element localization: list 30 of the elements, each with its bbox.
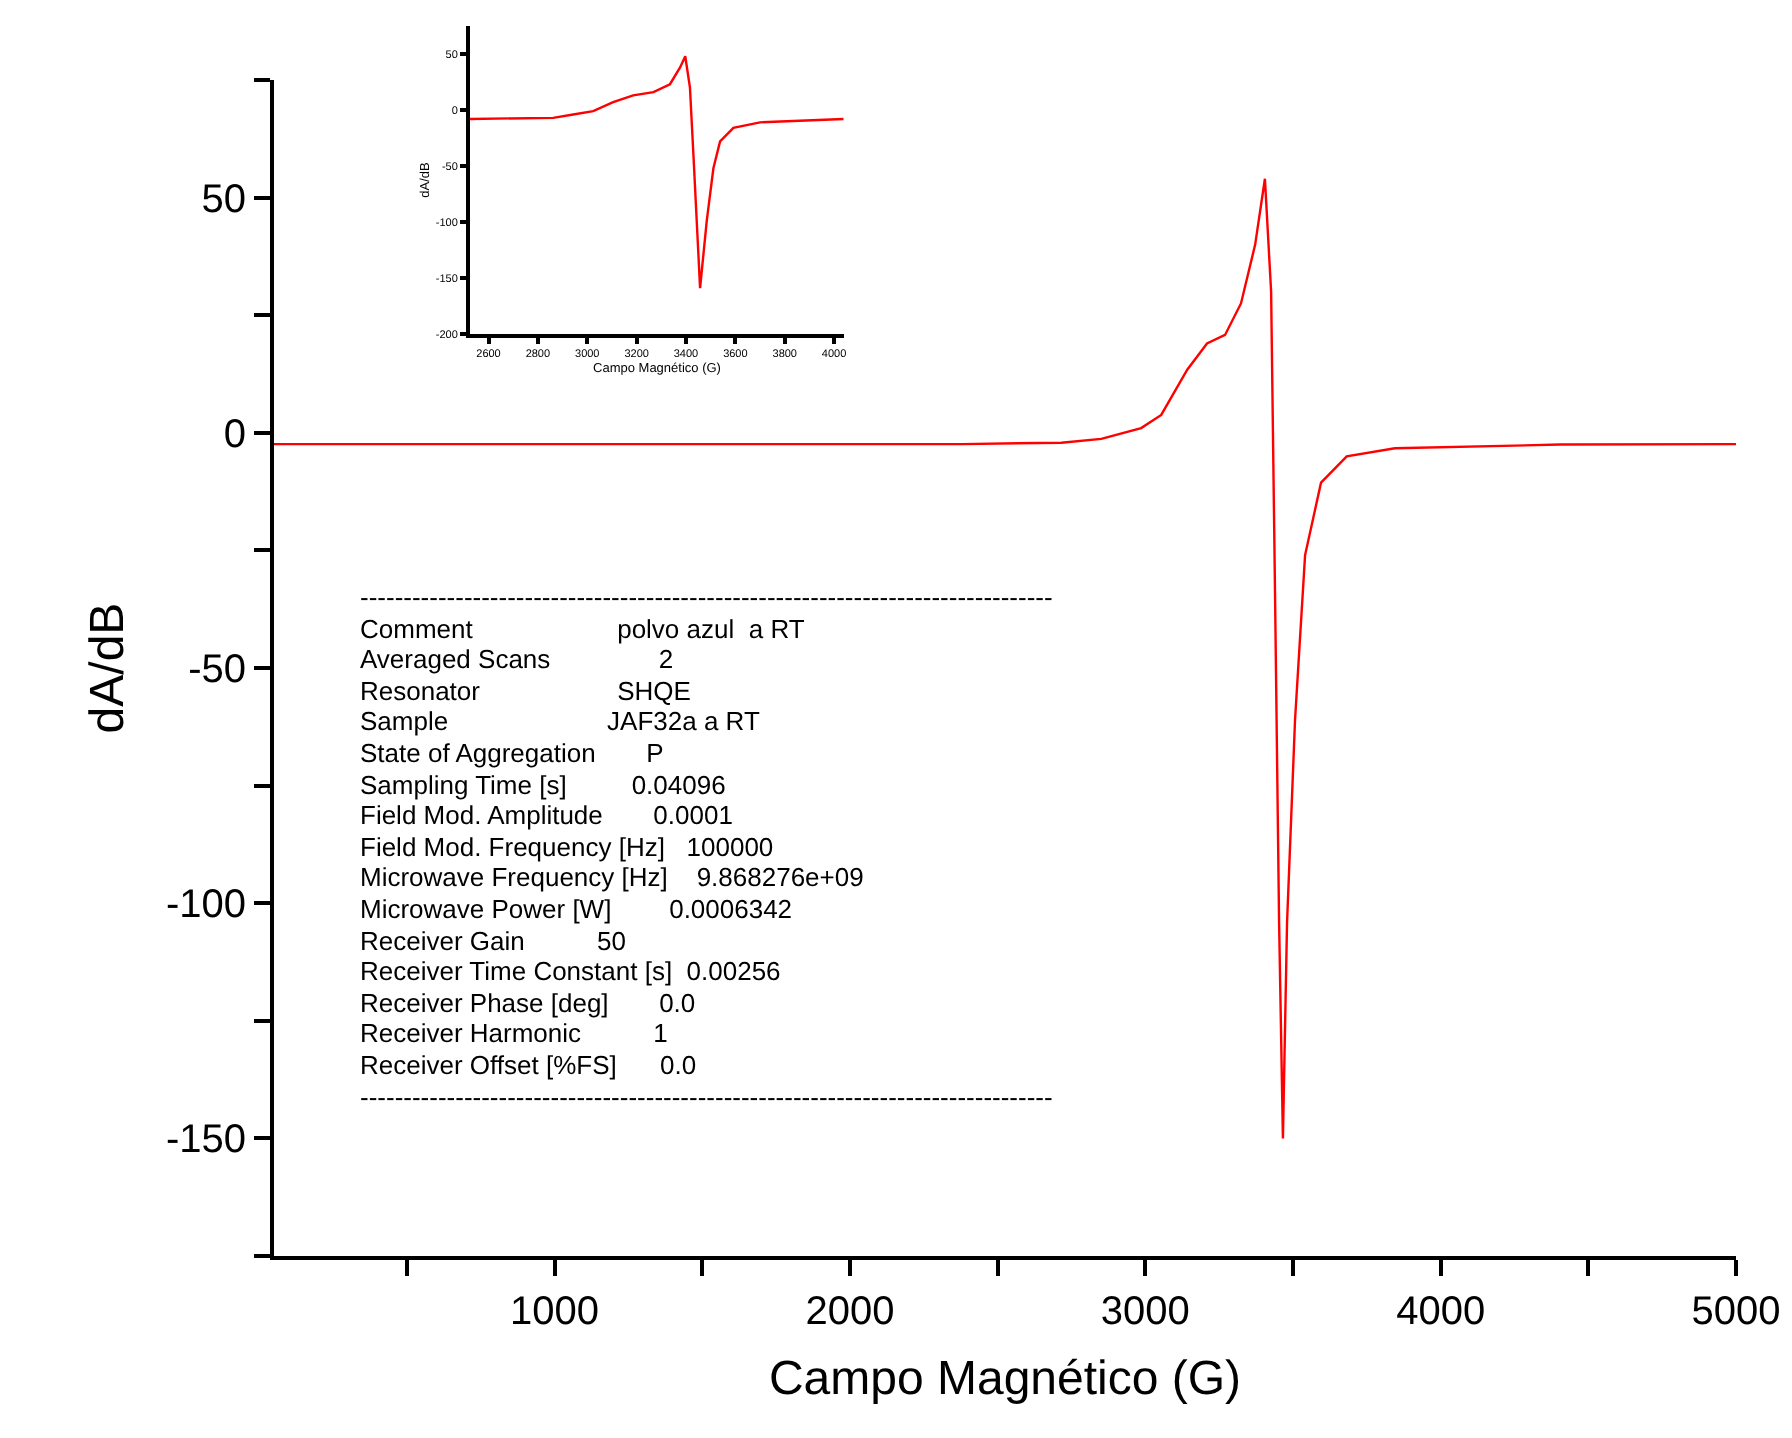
annotation: -------------------------------------------------------------------------------- xyxy=(360,582,1053,614)
annotation: Receiver Time Constant [s] 0.00256 xyxy=(360,956,783,988)
x-axis-title: Campo Magnético (G) xyxy=(768,1351,1242,1406)
annotation: Receiver Phase [deg] 0.0 xyxy=(360,987,698,1019)
annotation: Sampling Time [s] 0.04096 xyxy=(360,769,728,801)
x-tick-label: 5000 xyxy=(1691,1290,1781,1334)
annotation: Receiver Harmonic 1 xyxy=(360,1018,670,1050)
annotation: Microwave Frequency [Hz] 9.868276e+09 xyxy=(360,862,866,894)
y-tick-label: -100 xyxy=(165,883,246,928)
annotation: Sample JAF32a a RT xyxy=(360,706,762,738)
annotation: Comment polvo azul a RT xyxy=(360,613,807,645)
annotation: Microwave Power [W] 0.0006342 xyxy=(360,893,795,926)
annotation: -------------------------------------------------------------------------------- xyxy=(360,1081,1053,1113)
line-series xyxy=(470,55,844,290)
x-tick-label: 4000 xyxy=(1396,1290,1486,1334)
annotation: Field Mod. Amplitude 0.0001 xyxy=(360,800,735,832)
annotation: Field Mod. Frequency [Hz] 100000 xyxy=(360,831,776,863)
x-tick-label: 1000 xyxy=(510,1290,600,1334)
annotation: Averaged Scans 2 xyxy=(360,644,676,676)
x-tick-label: 3000 xyxy=(1100,1290,1190,1334)
y-tick-label: 50 xyxy=(201,177,246,222)
annotation: Resonator SHQE xyxy=(360,675,693,707)
annotation: State of Aggregation P xyxy=(360,737,666,770)
y-tick-label: -150 xyxy=(165,1118,246,1163)
annotation: Receiver Gain 50 xyxy=(360,925,628,957)
y-axis-title: dA/dB xyxy=(81,602,136,734)
y-tick-label: 0 xyxy=(223,412,246,457)
x-tick-label: 2000 xyxy=(805,1290,895,1334)
annotation: Receiver Offset [%FS] 0.0 xyxy=(360,1049,699,1081)
y-tick-label: -50 xyxy=(188,648,246,692)
